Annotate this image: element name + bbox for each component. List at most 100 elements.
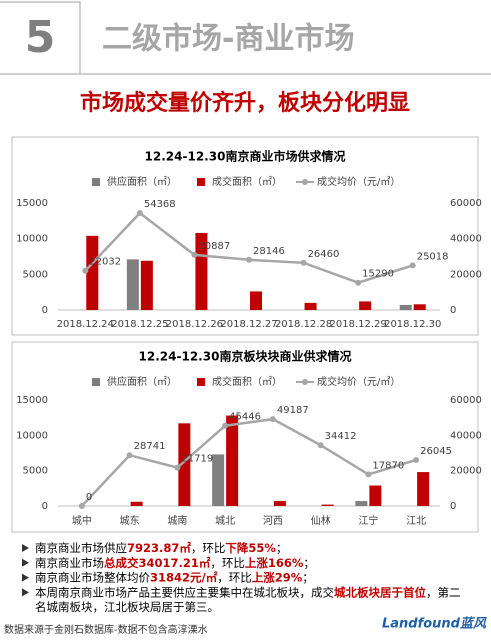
y2-tick-label: 20000 (450, 269, 482, 280)
text-run: ，环比 (210, 555, 245, 569)
x-tick-label: 城东 (120, 514, 140, 527)
x-tick-label: 城中 (72, 514, 92, 527)
data-label: 30887 (198, 241, 230, 252)
text-run: 南京商业市场整体均价 (35, 570, 150, 584)
data-label: 0 (86, 492, 92, 503)
bar (399, 305, 412, 310)
x-tick-label: 城北 (215, 515, 235, 527)
legend-label: 供应面积（㎡） (107, 375, 177, 388)
text-run: ； (302, 570, 314, 584)
chart-title: 12.24-12.30南京商业市场供求情况 (145, 149, 346, 164)
text-run: ，环比 (191, 541, 226, 555)
bullet-text: 南京商业市场整体均价31842元/㎡，环比上涨29%； (35, 570, 314, 584)
x-tick-label: 仙林 (311, 514, 331, 527)
legend-label: 成交均价（元/㎡） (317, 375, 400, 388)
data-label: 49187 (277, 405, 309, 416)
x-tick-label: 2018.12.26 (166, 319, 223, 330)
y2-tick-label: 20000 (450, 466, 482, 477)
bar (355, 501, 368, 506)
legend-swatch (197, 378, 205, 386)
data-label: 54368 (144, 199, 176, 210)
text-run: 南京商业市场 (35, 555, 104, 569)
line-marker (365, 471, 372, 478)
x-tick-label: 城南 (167, 514, 187, 527)
bar (130, 501, 143, 506)
bar (212, 454, 225, 506)
data-label: 26045 (420, 446, 452, 457)
bullet-text: 南京商业市场总成交34017.21㎡，环比上涨166%； (35, 555, 315, 569)
legend-swatch (302, 379, 308, 385)
y-tick-label: 15000 (16, 395, 48, 406)
bullet-marker (22, 573, 29, 582)
bar (140, 260, 153, 310)
x-tick-label: 2018.12.24 (57, 319, 114, 330)
header-box (0, 1, 81, 74)
section-number: 5 (25, 12, 56, 63)
line-marker (409, 262, 416, 269)
line-marker (317, 442, 324, 449)
legend-label: 成交均价（元/㎡） (317, 175, 400, 188)
x-tick-label: 2018.12.30 (384, 319, 441, 330)
bar (273, 501, 286, 506)
text-run: 本周南京商业市场产品主要供应主要集中在城北板块，成交 (35, 585, 334, 599)
y-tick-label: 15000 (16, 198, 48, 209)
text-run: 名城南板块，江北板块局居于第三。 (35, 600, 219, 614)
legend-swatch (302, 179, 308, 185)
x-tick-label: 2018.12.25 (111, 319, 168, 330)
data-label: 21719 (181, 454, 213, 465)
y-tick-label: 0 (42, 501, 48, 512)
line-marker (355, 279, 362, 286)
source-note: 数据来源于金刚石数据库-数据不包含高淳溧水 (4, 623, 208, 636)
bar (178, 423, 191, 506)
x-tick-label: 2018.12.28 (275, 319, 332, 330)
bar (369, 485, 382, 506)
text-run: 下降55% (225, 541, 276, 555)
text-run: 31842元/㎡ (150, 570, 218, 584)
data-label: 34412 (325, 431, 357, 442)
bar (304, 302, 317, 310)
bullet-text: 名城南板块，江北板块局居于第三。 (35, 600, 219, 614)
bullet-text: 南京商业市场供应7923.87㎡，环比下降55%； (35, 541, 287, 555)
bar (413, 304, 426, 310)
logo: Landfound蓝风 (382, 616, 487, 632)
bar (195, 232, 208, 310)
text-run: ，第二 (426, 585, 461, 599)
y-tick-label: 0 (42, 305, 48, 316)
data-label: 45446 (229, 412, 261, 423)
data-label: 25018 (417, 251, 449, 262)
x-tick-label: 2018.12.29 (330, 319, 387, 330)
bar (86, 235, 99, 310)
bullet-marker (22, 558, 29, 567)
line-marker (222, 422, 229, 429)
text-run: 城北板块居于首位 (334, 585, 426, 599)
chart-title: 12.24-12.30南京板块块商业供求情况 (139, 349, 352, 364)
y-tick-label: 10000 (16, 234, 48, 245)
text-run: ； (276, 541, 288, 555)
text-run: 上涨29% (252, 570, 303, 584)
data-label: 26460 (308, 249, 340, 260)
chart-frame (11, 136, 479, 336)
bullet-text: 本周南京商业市场产品主要供应主要集中在城北板块，成交城北板块居于首位，第二 (35, 585, 461, 599)
bar (250, 291, 262, 310)
legend-swatch (197, 178, 205, 186)
legend-label: 成交面积（㎡） (212, 175, 282, 188)
y-tick-label: 5000 (23, 269, 48, 280)
bar (321, 504, 334, 506)
data-label: 17870 (372, 460, 404, 471)
line-marker (136, 210, 143, 217)
line-marker (191, 251, 198, 258)
line-marker (82, 267, 89, 274)
headline: 市场成交量价齐升，板块分化明显 (80, 90, 410, 116)
chart-frame (11, 341, 479, 533)
y2-tick-label: 60000 (450, 198, 482, 209)
y2-tick-label: 0 (450, 501, 456, 512)
text-run: ，环比 (217, 570, 252, 584)
data-label: 28146 (253, 246, 285, 257)
text-run: 7923.87㎡ (127, 541, 191, 555)
line (80, 417, 417, 507)
data-label: 28741 (134, 441, 166, 452)
x-tick-label: 江北 (406, 515, 426, 527)
text-run: 南京商业市场供应 (35, 541, 127, 555)
